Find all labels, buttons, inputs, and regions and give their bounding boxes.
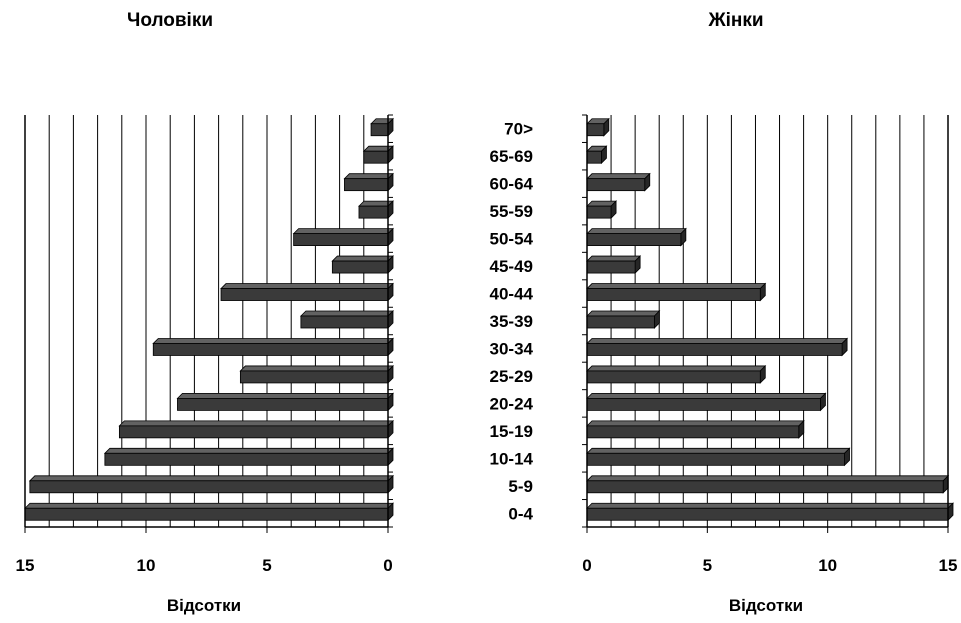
men-bar-top-45-49 bbox=[331, 255, 394, 262]
men-bar-65-69 bbox=[363, 150, 389, 164]
women-bar-70> bbox=[586, 123, 605, 137]
women-bar-top-15-19 bbox=[586, 420, 805, 427]
women-bar-30-34 bbox=[586, 343, 843, 356]
men-bar-top-25-29 bbox=[239, 365, 394, 372]
men-x-axis-label: Відсотки bbox=[167, 596, 241, 615]
women-bar-top-30-34 bbox=[586, 338, 849, 344]
women-axes bbox=[582, 114, 949, 533]
men-bar-top-20-24 bbox=[176, 392, 394, 399]
women-bar-45-49 bbox=[586, 260, 636, 274]
women-bar-55-59 bbox=[586, 205, 612, 219]
men-bar-top-35-39 bbox=[299, 310, 394, 317]
men-bar-top-5-9 bbox=[28, 475, 394, 482]
men-bar-5-9 bbox=[29, 480, 389, 494]
women-bar-15-19 bbox=[586, 425, 800, 439]
women-bar-top-10-14 bbox=[586, 447, 851, 454]
women-bar-top-60-64 bbox=[586, 173, 651, 180]
men-panel: Чоловіки 15 10 5 0 Відсотки bbox=[16, 10, 394, 615]
women-bar-top-35-39 bbox=[586, 310, 661, 317]
age-group-label-30-34: 30-34 bbox=[490, 339, 534, 358]
age-group-label-0-4: 0-4 bbox=[508, 504, 533, 523]
age-group-label-40-44: 40-44 bbox=[490, 285, 534, 304]
women-bar-top-5-9 bbox=[586, 475, 950, 482]
men-bar-top-30-34 bbox=[152, 338, 394, 344]
women-x-axis-label: Відсотки bbox=[729, 596, 803, 615]
men-bar-70> bbox=[370, 123, 389, 137]
men-bar-60-64 bbox=[344, 178, 389, 192]
men-bar-10-14 bbox=[104, 452, 389, 466]
men-bar-30-34 bbox=[152, 343, 389, 356]
men-bar-top-60-64 bbox=[343, 173, 394, 180]
women-bar-60-64 bbox=[586, 178, 646, 192]
women-bar-20-24 bbox=[586, 397, 821, 411]
men-bar-top-50-54 bbox=[292, 228, 394, 235]
men-bar-top-10-14 bbox=[103, 447, 394, 454]
men-bar-35-39 bbox=[300, 315, 389, 329]
women-bar-top-50-54 bbox=[586, 228, 687, 235]
age-group-label-10-14: 10-14 bbox=[490, 449, 534, 468]
men-bars bbox=[24, 117, 394, 522]
women-bar-65-69 bbox=[586, 150, 602, 164]
men-bar-25-29 bbox=[239, 370, 389, 384]
age-group-label-70>: 70> bbox=[504, 120, 533, 139]
age-group-label-5-9: 5-9 bbox=[508, 477, 533, 496]
men-bar-top-40-44 bbox=[220, 283, 394, 289]
age-group-label-60-64: 60-64 bbox=[490, 175, 534, 194]
women-bar-top-20-24 bbox=[586, 392, 827, 399]
men-tick-label: 0 bbox=[383, 556, 392, 575]
age-group-label-45-49: 45-49 bbox=[490, 257, 533, 276]
men-bar-55-59 bbox=[358, 205, 389, 219]
women-bar-top-45-49 bbox=[586, 255, 642, 262]
women-bar-40-44 bbox=[586, 288, 761, 301]
women-panel: Жінки 0 5 10 15 Відсотки bbox=[582, 10, 957, 615]
age-group-label-50-54: 50-54 bbox=[490, 230, 534, 249]
women-tick-labels: 0 5 10 15 bbox=[582, 556, 957, 575]
men-bar-20-24 bbox=[177, 397, 389, 411]
women-tick-label: 10 bbox=[818, 556, 837, 575]
age-group-label-55-59: 55-59 bbox=[490, 202, 533, 221]
women-bar-top-0-4 bbox=[586, 502, 954, 509]
women-bar-35-39 bbox=[586, 315, 655, 329]
men-tick-labels: 15 10 5 0 bbox=[16, 556, 393, 575]
age-group-label-15-19: 15-19 bbox=[490, 422, 533, 441]
women-bar-0-4 bbox=[586, 507, 949, 521]
women-bar-50-54 bbox=[586, 233, 682, 247]
men-bar-50-54 bbox=[293, 233, 389, 247]
women-bar-10-14 bbox=[586, 452, 845, 466]
men-tick-label: 15 bbox=[16, 556, 35, 575]
age-group-labels: 0-4 5-9 10-14 15-19 20-24 25-29 30-34 35-39 40-4… bbox=[490, 120, 534, 524]
men-bar-top-0-4 bbox=[24, 502, 394, 509]
men-bar-0-4 bbox=[24, 507, 389, 521]
women-bar-5-9 bbox=[586, 480, 944, 494]
women-chart-title: Жінки bbox=[707, 10, 763, 31]
age-group-label-65-69: 65-69 bbox=[490, 147, 533, 166]
men-bar-15-19 bbox=[118, 425, 389, 439]
men-chart-title: Чоловіки bbox=[127, 10, 213, 31]
women-bar-top-40-44 bbox=[586, 283, 767, 289]
men-bar-45-49 bbox=[331, 260, 389, 274]
men-axes bbox=[24, 114, 393, 533]
age-group-label-35-39: 35-39 bbox=[490, 312, 533, 331]
women-tick-label: 5 bbox=[703, 556, 712, 575]
age-group-label-25-29: 25-29 bbox=[490, 367, 533, 386]
men-gridlines bbox=[48, 115, 365, 527]
men-tick-label: 10 bbox=[137, 556, 156, 575]
men-bar-top-15-19 bbox=[118, 420, 394, 427]
men-bar-40-44 bbox=[220, 288, 389, 301]
men-tick-label: 5 bbox=[262, 556, 271, 575]
women-tick-label: 15 bbox=[939, 556, 958, 575]
women-bar-top-25-29 bbox=[586, 365, 767, 372]
age-group-label-20-24: 20-24 bbox=[490, 394, 534, 413]
women-bar-25-29 bbox=[586, 370, 761, 384]
women-tick-label: 0 bbox=[582, 556, 591, 575]
women-bars bbox=[586, 117, 954, 522]
